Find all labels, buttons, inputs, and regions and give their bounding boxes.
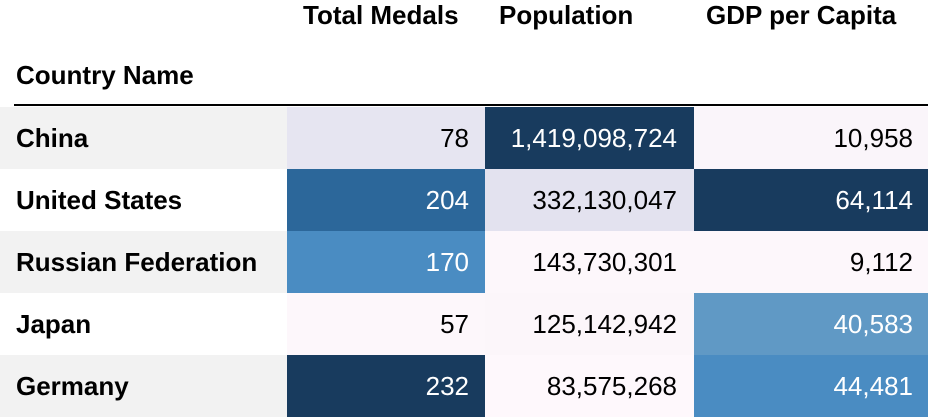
- table-cell: 57: [287, 293, 485, 355]
- table-cell: 143,730,301: [485, 231, 694, 293]
- table-cell: 204: [287, 169, 485, 231]
- header-rule: [14, 104, 928, 106]
- table-cell: 83,575,268: [485, 355, 694, 417]
- column-header-gdp-per-capita: GDP per Capita: [706, 0, 897, 30]
- row-label: Germany: [0, 355, 287, 417]
- table-row: Japan 57 125,142,942 40,583: [0, 293, 928, 355]
- table-row: Russian Federation 170 143,730,301 9,112: [0, 231, 928, 293]
- table-row: United States 204 332,130,047 64,114: [0, 169, 928, 231]
- table-cell: 1,419,098,724: [485, 107, 694, 169]
- column-header-population: Population: [499, 0, 634, 30]
- table-cell: 9,112: [694, 231, 928, 293]
- table-cell: 125,142,942: [485, 293, 694, 355]
- row-label: United States: [0, 169, 287, 231]
- index-header-country-name: Country Name: [16, 60, 194, 90]
- table-cell: 170: [287, 231, 485, 293]
- table-cell: 40,583: [694, 293, 928, 355]
- row-label: Japan: [0, 293, 287, 355]
- table-row: China 78 1,419,098,724 10,958: [0, 107, 928, 169]
- row-label: China: [0, 107, 287, 169]
- table-cell: 64,114: [694, 169, 928, 231]
- table-row: Germany 232 83,575,268 44,481: [0, 355, 928, 417]
- column-header-total-medals: Total Medals: [303, 0, 459, 30]
- table-cell: 232: [287, 355, 485, 417]
- table-cell: 10,958: [694, 107, 928, 169]
- table-cell: 332,130,047: [485, 169, 694, 231]
- table-cell: 44,481: [694, 355, 928, 417]
- row-label: Russian Federation: [0, 231, 287, 293]
- table-cell: 78: [287, 107, 485, 169]
